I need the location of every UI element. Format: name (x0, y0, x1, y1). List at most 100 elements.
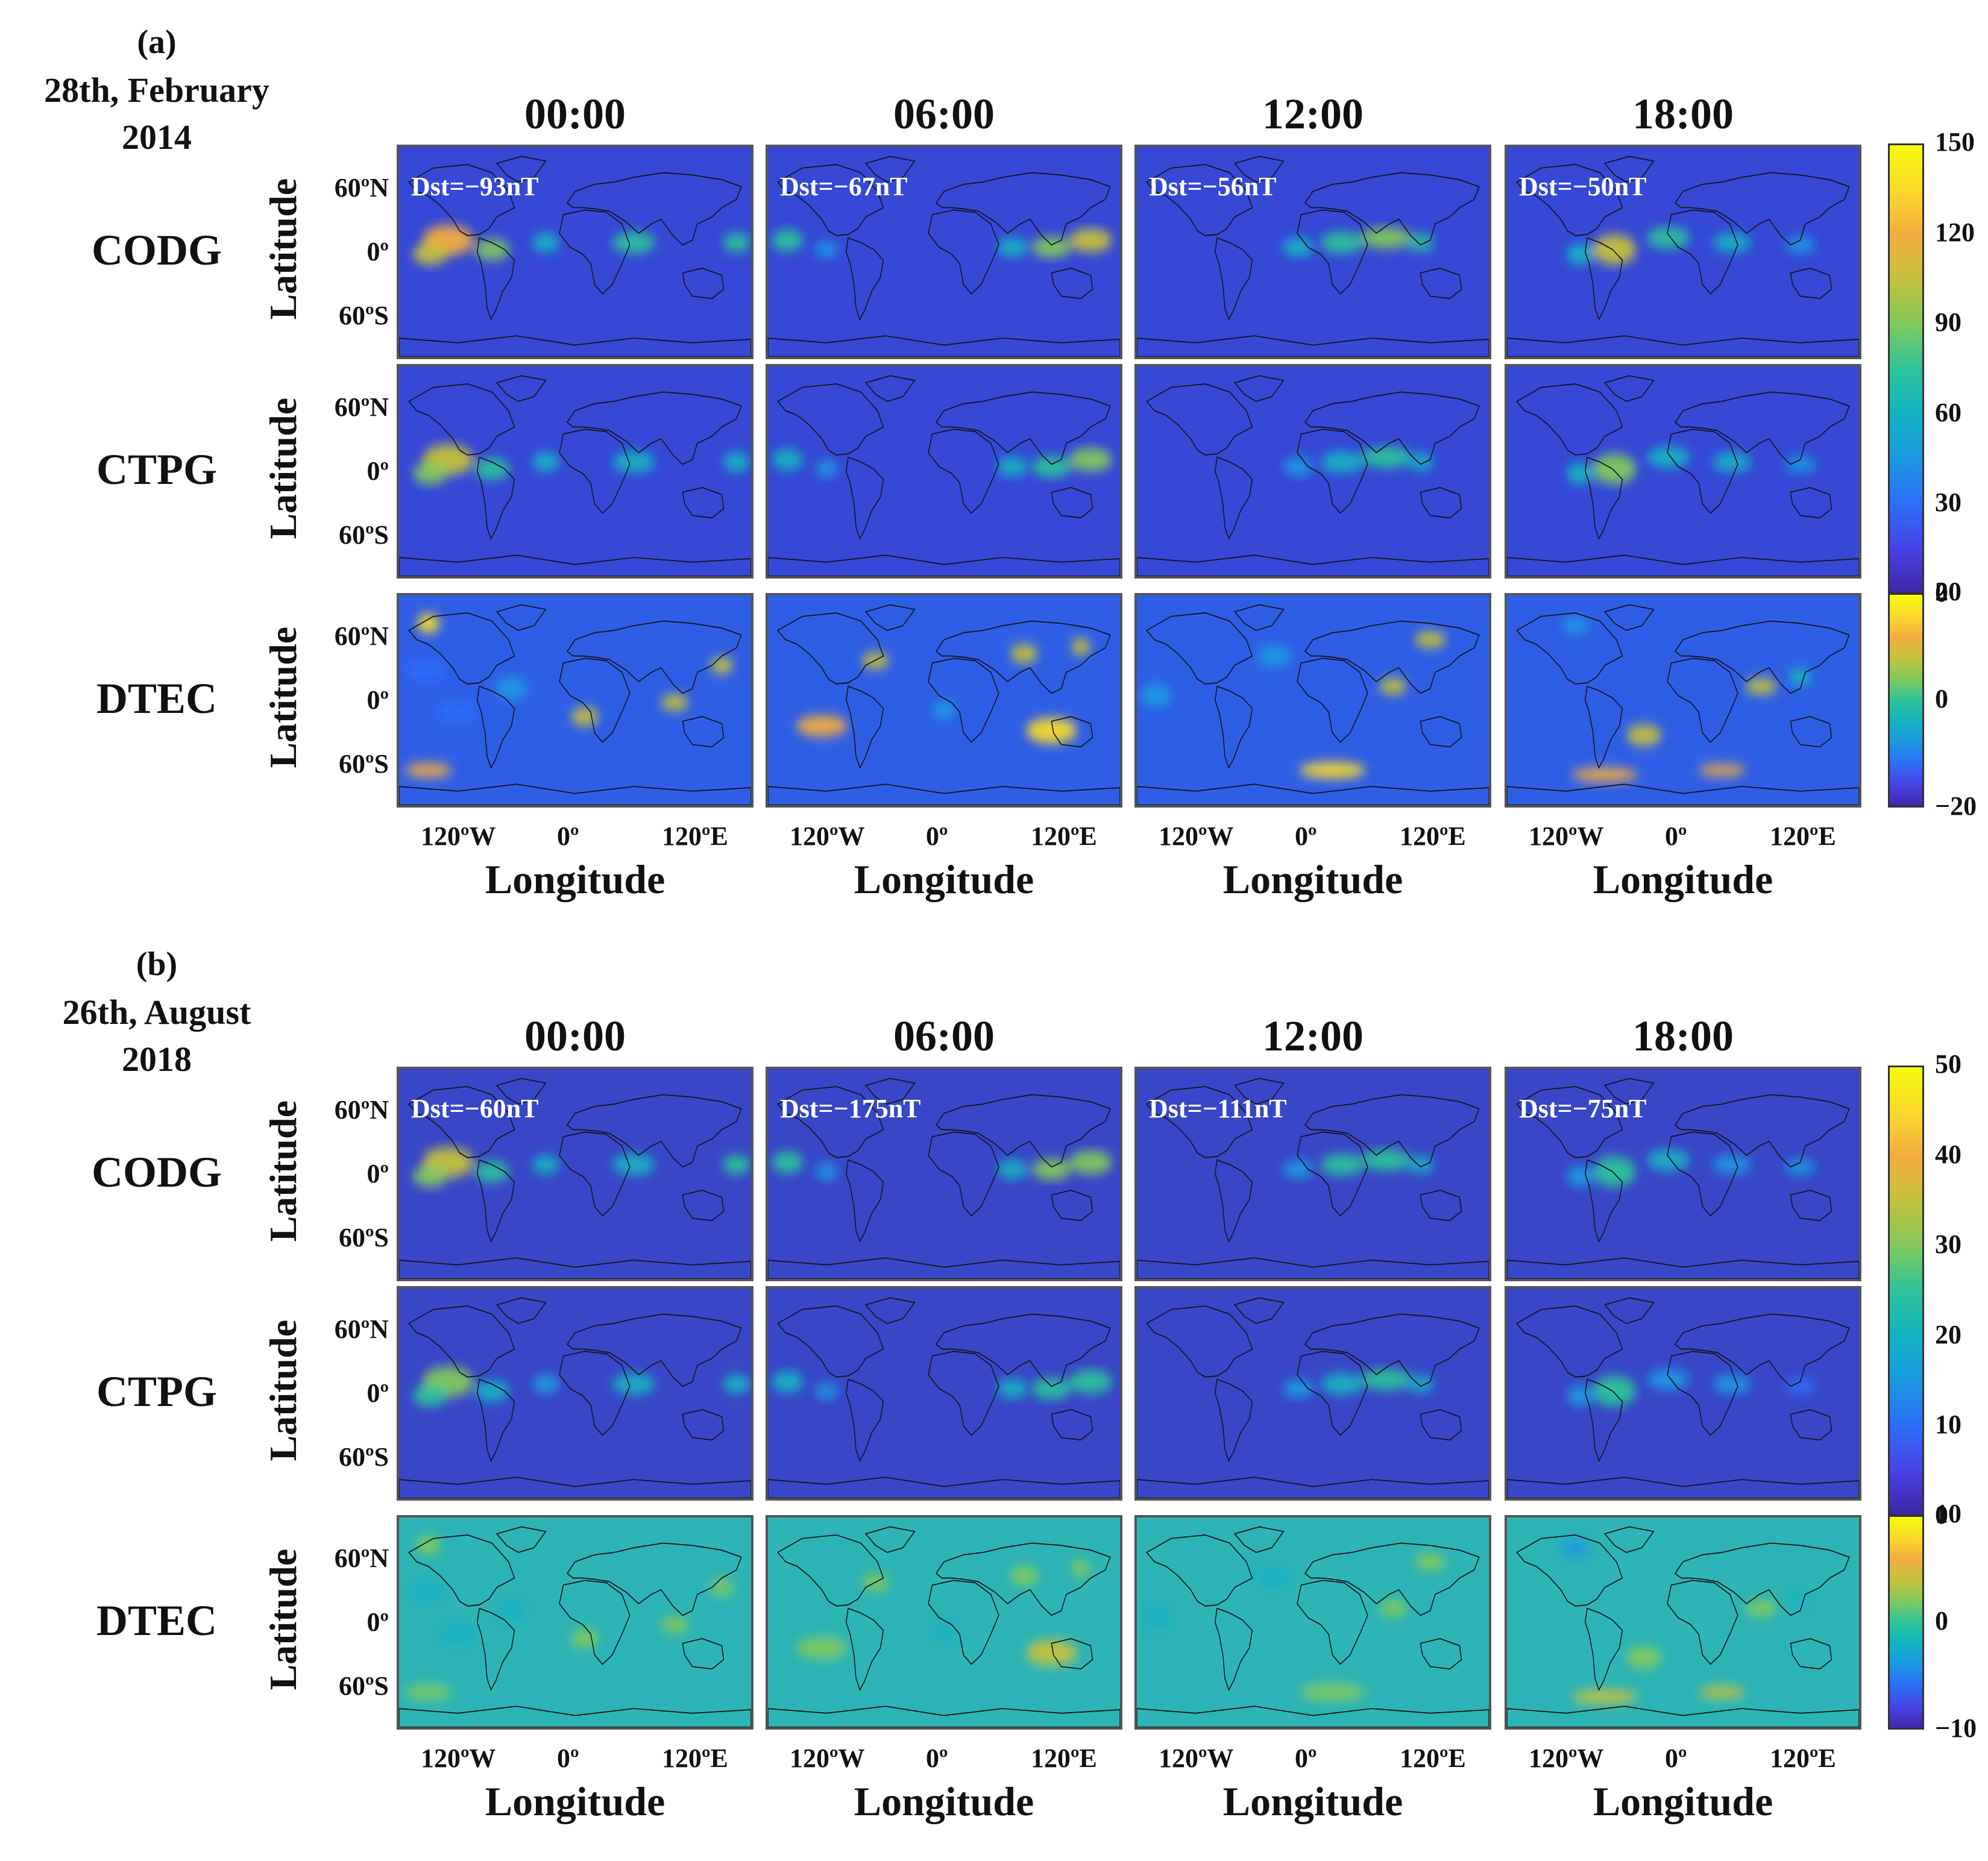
continent-outline-4 (1297, 657, 1368, 743)
continent-outline-0 (776, 164, 884, 236)
tec-blob-1 (1698, 1686, 1746, 1698)
map-plot (768, 1288, 1120, 1498)
continent-outline-4 (559, 1580, 631, 1665)
continent-outline-4 (1297, 1131, 1368, 1217)
panel-date-line2: 2014 (122, 118, 192, 157)
continent-outline-5 (682, 1409, 725, 1441)
continent-outline-5 (682, 487, 725, 519)
tec-blob-2 (438, 701, 477, 723)
colorbar-gradient (1890, 145, 1922, 592)
row-label-codg: CODG (92, 1148, 222, 1196)
continent-outline-5 (1420, 1190, 1462, 1222)
continent-outline-3 (1304, 1094, 1480, 1168)
continent-outline-4 (928, 1351, 999, 1436)
tec-blob-2 (1712, 1375, 1752, 1393)
tec-blob-2 (1561, 1539, 1590, 1556)
longitude-tick-label: 0º (926, 1743, 948, 1773)
longitude-tick-label: 120ºW (1159, 1743, 1234, 1773)
tec-blob-1 (412, 1166, 448, 1187)
tec-blob-4 (1414, 1553, 1446, 1570)
map-dtec-1 (766, 1515, 1122, 1730)
tec-blob-6 (661, 1616, 689, 1633)
tec-colorbar (1888, 1065, 1924, 1516)
latitude-tick-label: 0º (366, 1159, 389, 1188)
tec-blob-1 (1320, 1373, 1364, 1395)
tec-blob-0 (1360, 447, 1412, 468)
tec-blob-0 (796, 1637, 848, 1659)
map-plot (1507, 1288, 1859, 1498)
continent-outline-0 (776, 1305, 884, 1378)
tec-blob-2 (1712, 453, 1752, 471)
longitude-axis-label: Longitude (854, 1778, 1034, 1824)
tec-blob-0 (1593, 454, 1637, 485)
map-background (1137, 1288, 1489, 1498)
longitude-axis-label: Longitude (854, 856, 1034, 902)
tec-blob-0 (1069, 1370, 1113, 1393)
tec-blob-5 (1071, 638, 1091, 655)
latitude-tick-label: 60ºS (339, 301, 389, 330)
continent-outline-6 (399, 1706, 751, 1727)
continent-outline-4 (1297, 209, 1368, 295)
continent-outline-2 (846, 1159, 884, 1243)
continent-outline-2 (846, 1378, 884, 1463)
dst-label: Dst=−56nT (1149, 172, 1277, 201)
tec-blob-0 (1299, 762, 1366, 779)
tec-blob-3 (532, 1155, 560, 1174)
latitude-tick-label: 60ºN (334, 1314, 389, 1344)
tec-blob-4 (612, 451, 656, 472)
map-plot (1507, 595, 1859, 805)
latitude-tick-label: 60ºN (334, 392, 389, 422)
tec-blob-4 (814, 241, 838, 258)
tec-blob-3 (1010, 1566, 1038, 1586)
tec-blob-1 (1646, 1149, 1690, 1171)
tec-blob-7 (709, 1579, 734, 1596)
dst-label: Dst=−93nT (411, 172, 539, 201)
tec-blob-5 (722, 453, 750, 471)
continent-outline-5 (682, 1638, 725, 1670)
latitude-tick-label: 60ºS (339, 1223, 389, 1252)
colorbar-gradient (1890, 1517, 1922, 1728)
map-background (1507, 595, 1859, 805)
continent-outline-3 (1674, 172, 1850, 246)
continent-outline-1 (1233, 1297, 1285, 1324)
tec-blob-4 (1626, 724, 1662, 746)
continent-outline-6 (399, 554, 751, 576)
tec-blob-4 (1626, 1646, 1662, 1668)
tec-blob-4 (612, 232, 656, 253)
tec-blob-1 (1026, 1640, 1077, 1666)
tec-blob-7 (709, 657, 734, 674)
tec-blob-4 (1784, 236, 1816, 253)
continent-outline-2 (477, 685, 515, 770)
tec-blob-2 (996, 457, 1028, 476)
tec-blob-3 (1406, 1156, 1435, 1173)
map-dtec-2 (1134, 593, 1491, 808)
dst-label: Dst=−75nT (1519, 1094, 1647, 1123)
continent-outline-1 (495, 375, 547, 402)
tec-blob-5 (571, 707, 599, 726)
continent-outline-1 (495, 155, 547, 183)
longitude-tick-label: 120ºW (1159, 821, 1234, 851)
tec-blob-2 (1282, 457, 1314, 476)
continent-outline-2 (1585, 456, 1623, 541)
tec-blob-6 (661, 694, 689, 711)
tec-blob-1 (1646, 447, 1690, 468)
tec-blob-1 (1320, 1154, 1364, 1175)
continent-outline-1 (495, 1297, 547, 1324)
map-background (1137, 366, 1489, 576)
tec-blob-3 (1566, 243, 1594, 265)
colorbar-tick-label: 150 (1935, 127, 1975, 157)
map-plot (399, 147, 751, 357)
continent-outline-0 (1515, 612, 1623, 685)
continent-outline-3 (566, 391, 742, 465)
tec-blob-1 (1032, 1158, 1071, 1180)
continent-outline-5 (1051, 487, 1093, 519)
continent-outline-6 (1137, 1706, 1489, 1727)
tec-blob-3 (772, 1371, 804, 1393)
map-dtec-1 (766, 593, 1122, 808)
tec-blob-2 (1561, 617, 1590, 634)
time-header-3: 18:00 (1632, 90, 1734, 138)
continent-outline-0 (776, 1086, 884, 1158)
continent-outline-6 (768, 554, 1120, 576)
continent-outline-5 (1051, 1638, 1093, 1670)
longitude-axis-label: Longitude (1222, 1778, 1403, 1824)
